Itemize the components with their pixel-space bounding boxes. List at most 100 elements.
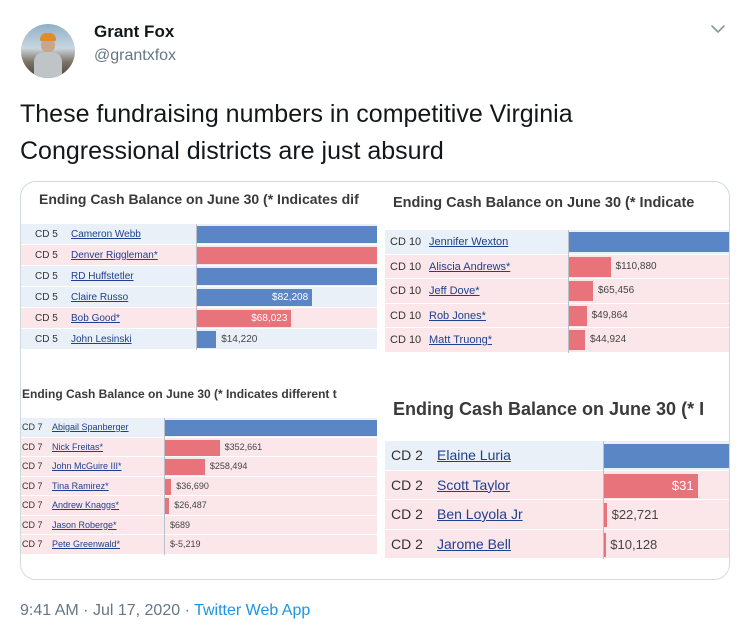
district-label: CD 7 — [22, 519, 43, 530]
avatar[interactable] — [21, 24, 75, 78]
amount-label: $44,924 — [590, 334, 627, 345]
axis-line — [164, 418, 165, 555]
chart-panel-cd2: Ending Cash Balance on June 30 (* I CD 2 E… — [385, 378, 729, 579]
table-row: CD 5 RD Huffstetler — [21, 266, 377, 287]
author-name[interactable]: Grant Fox — [94, 22, 175, 41]
district-label: CD 10 — [390, 260, 422, 273]
amount-label: $65,456 — [598, 285, 635, 296]
tweet-media-image[interactable]: Ending Cash Balance on June 30 (* Indica… — [20, 181, 730, 580]
table-row: CD 7 Jason Roberge* $689 — [21, 515, 377, 535]
table-row: CD 5 Denver Riggleman* — [21, 245, 377, 266]
amount-label: $689 — [170, 519, 191, 530]
candidate-name: Cameron Webb — [71, 229, 141, 240]
table-row: CD 5 Claire Russo $82,208 — [21, 287, 377, 308]
value-bar — [604, 532, 606, 557]
table-row: CD 7 Nick Freitas* $352,661 — [21, 437, 377, 457]
district-label: CD 5 — [35, 250, 58, 261]
amount-label: $31 — [671, 477, 694, 493]
district-label: CD 7 — [22, 500, 43, 510]
axis-line — [568, 230, 569, 353]
chart-table: CD 5 Cameron Webb CD 5 Denver Riggleman* CD … — [21, 224, 377, 350]
table-row: CD 7 Andrew Knaggs* $26,487 — [21, 496, 377, 516]
tweet-footer: 9:41 AM · Jul 17, 2020 · Twitter Web App — [20, 602, 310, 620]
district-label: CD 7 — [22, 480, 43, 491]
value-bar — [197, 310, 292, 327]
value-bar — [197, 268, 377, 285]
candidate-name: Jennifer Wexton — [429, 236, 509, 248]
chart-panel-cd10: Ending Cash Balance on June 30 (* Indica… — [385, 182, 729, 361]
chart-title: Ending Cash Balance on June 30 (* Indica… — [39, 191, 359, 207]
candidate-name: Ben Loyola Jr — [437, 506, 523, 522]
amount-label: $68,023 — [251, 313, 288, 324]
separator: · — [184, 602, 190, 619]
chart-title: Ending Cash Balance on June 30 (* Indica… — [393, 195, 695, 211]
amount-label: $110,880 — [615, 260, 657, 272]
author-handle[interactable]: @grantxfox — [94, 47, 177, 64]
table-row: CD 10 Aliscia Andrews* $110,880 — [385, 254, 729, 279]
value-bar — [569, 305, 587, 326]
amount-label: $-5,219 — [170, 539, 201, 549]
candidate-name: Andrew Knaggs* — [52, 500, 120, 510]
chart-title: Ending Cash Balance on June 30 (* I — [393, 399, 705, 419]
district-label: CD 2 — [391, 506, 423, 522]
value-bar — [569, 330, 585, 350]
amount-label: $36,690 — [176, 480, 209, 491]
candidate-name: Denver Riggleman* — [71, 250, 158, 261]
district-label: CD 5 — [35, 229, 58, 240]
candidate-name: Jason Roberge* — [52, 519, 117, 530]
district-label: CD 7 — [22, 422, 43, 432]
table-row: CD 7 John McGuire III* $258,494 — [21, 457, 377, 477]
table-row: CD 7 Tina Ramirez* $36,690 — [21, 476, 377, 496]
table-row: CD 7 Pete Greenwald* $-5,219 — [21, 535, 377, 555]
value-bar — [165, 420, 377, 436]
value-bar — [604, 444, 729, 468]
district-label: CD 7 — [22, 441, 43, 452]
amount-label: $352,661 — [224, 441, 263, 452]
candidate-name: John Lesinski — [71, 334, 132, 345]
value-bar — [197, 247, 377, 264]
axis-line — [603, 441, 604, 559]
table-row: CD 5 Bob Good* $68,023 — [21, 308, 377, 329]
chart-table: CD 2 Elaine Luria CD 2 Scott Taylor $31 CD 2 B… — [385, 441, 729, 559]
candidate-name: Aliscia Andrews* — [429, 260, 511, 273]
district-label: CD 10 — [390, 309, 422, 322]
amount-label: $26,487 — [174, 500, 207, 510]
district-label: CD 10 — [390, 236, 422, 248]
district-label: CD 2 — [391, 447, 423, 463]
district-label: CD 7 — [22, 539, 43, 549]
candidate-name: Elaine Luria — [437, 447, 511, 463]
candidate-name: Nick Freitas* — [52, 441, 104, 452]
value-bar — [197, 331, 217, 348]
table-row: CD 10 Jeff Dove* $65,456 — [385, 279, 729, 304]
amount-label: $22,721 — [611, 507, 659, 522]
candidate-name: Jeff Dove* — [429, 285, 480, 297]
table-row: CD 5 Cameron Webb — [21, 224, 377, 245]
district-label: CD 2 — [391, 476, 423, 493]
tweet-text: These fundraising numbers in competitive… — [20, 100, 573, 165]
table-row: CD 5 John Lesinski $14,220 — [21, 329, 377, 350]
source-app-link[interactable]: Twitter Web App — [194, 602, 311, 619]
chart-table: CD 10 Jennifer Wexton CD 10 Aliscia Andrews… — [385, 230, 729, 353]
candidate-name: John McGuire III* — [52, 461, 122, 471]
amount-label: $258,494 — [209, 461, 248, 471]
table-row: CD 7 Abigail Spanberger — [21, 418, 377, 438]
amount-label: $10,128 — [610, 536, 658, 552]
value-bar — [165, 498, 170, 514]
amount-label: $14,220 — [221, 334, 258, 345]
candidate-name: Jarome Bell — [437, 535, 511, 552]
amount-label: $49,864 — [591, 309, 628, 321]
tweet-date[interactable]: Jul 17, 2020 — [92, 602, 181, 619]
candidate-name: Tina Ramirez* — [52, 480, 109, 491]
district-label: CD 10 — [390, 334, 422, 346]
district-label: CD 2 — [391, 535, 423, 552]
value-bar — [197, 226, 377, 243]
candidate-name: Claire Russo — [71, 292, 129, 303]
value-bar — [569, 232, 729, 252]
table-row: CD 2 Elaine Luria — [385, 441, 729, 471]
chevron-down-icon[interactable] — [709, 22, 727, 36]
candidate-name: RD Huffstetler — [71, 271, 134, 282]
candidate-name: Matt Truong* — [429, 334, 492, 346]
tweet-time[interactable]: 9:41 AM — [20, 602, 79, 619]
candidate-name: Abigail Spanberger — [52, 422, 129, 432]
candidate-name: Scott Taylor — [437, 476, 510, 493]
